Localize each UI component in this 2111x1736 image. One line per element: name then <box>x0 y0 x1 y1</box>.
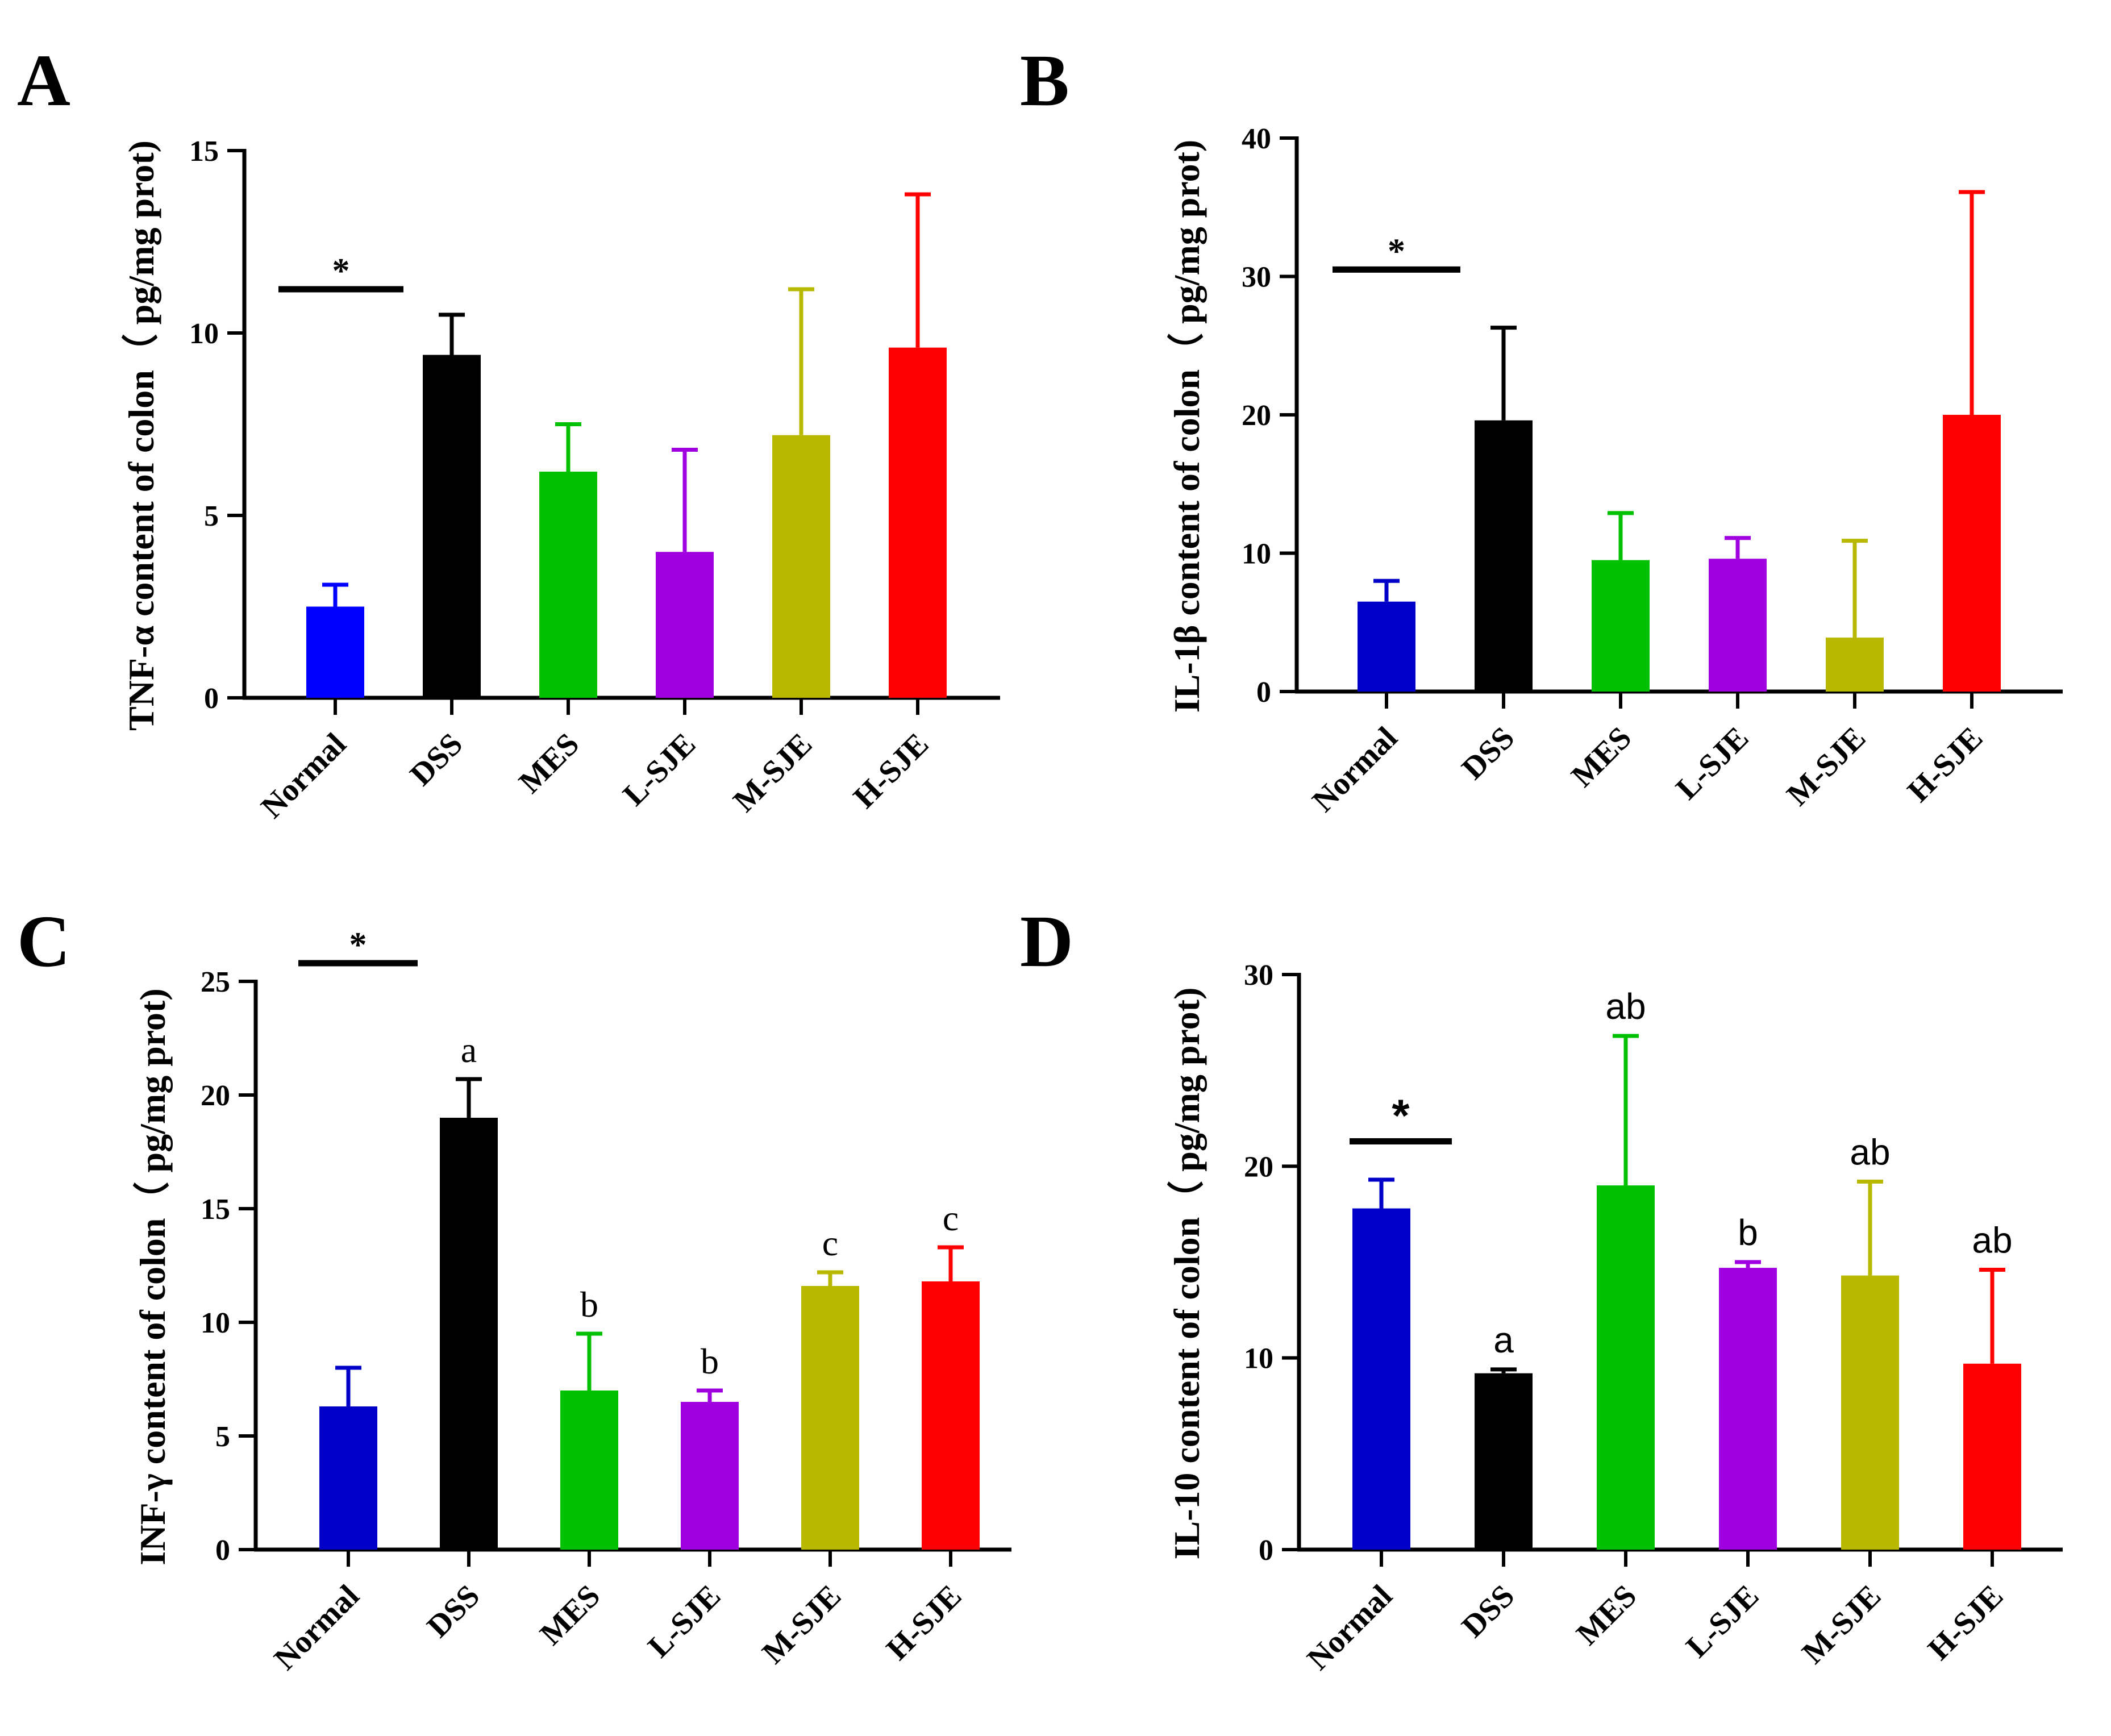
bar-mes <box>1592 560 1650 692</box>
x-category-label: Normal <box>1301 1578 1400 1677</box>
y-tick-label: 0 <box>204 682 219 715</box>
y-tick-label: 20 <box>1244 1151 1273 1183</box>
y-tick-label: 40 <box>1242 123 1271 155</box>
bar-mes <box>560 1391 618 1550</box>
chart-panel-d: D IL-10 content of colon（ pg/mg prot) 0 10 2… <box>1020 901 2063 1677</box>
x-category-label: L-SJE <box>1680 1578 1766 1664</box>
panel-letter: C <box>17 901 70 983</box>
x-category-label: H-SJE <box>880 1578 968 1667</box>
bar-normal <box>1352 1208 1410 1550</box>
bar-h-sje <box>922 1281 980 1550</box>
bar-normal <box>319 1406 377 1550</box>
bar-m-sje <box>1826 638 1884 692</box>
x-category-label: H-SJE <box>847 726 935 815</box>
bar-dss <box>1475 420 1533 692</box>
y-tick-label: 0 <box>215 1534 230 1567</box>
x-category-label: M-SJE <box>1796 1578 1888 1671</box>
bar-h-sje <box>1943 415 2001 692</box>
chart-panel-c: C INF-γ content of colon（ pg/mg prot) 0 5 10… <box>17 901 1011 1677</box>
y-tick-label: 10 <box>1244 1343 1273 1375</box>
x-category-label: L-SJE <box>1669 720 1756 806</box>
bar-normal <box>306 606 364 698</box>
x-category-label: DSS <box>1455 1578 1521 1644</box>
x-category-label: Normal <box>1306 720 1405 819</box>
bar-normal <box>1358 601 1415 692</box>
group-letter: a <box>1493 1319 1514 1360</box>
significance-star: * <box>349 926 367 964</box>
y-tick-label: 30 <box>1244 959 1273 992</box>
y-tick-label: 10 <box>189 318 219 350</box>
y-tick-label: 5 <box>215 1421 230 1453</box>
bar-h-sje <box>1963 1363 2021 1550</box>
x-category-label: DSS <box>403 726 469 792</box>
y-axis-label: INF-γ content of colon（ pg/mg prot) <box>132 988 173 1565</box>
x-category-label: MES <box>1565 720 1639 794</box>
y-tick-label: 0 <box>1256 676 1271 709</box>
chart-panel-a: A TNF-α content of colon（ pg/mg prot) 0 5 10… <box>17 40 1000 825</box>
x-category-label: DSS <box>1455 720 1521 786</box>
y-tick-label: 20 <box>201 1080 230 1112</box>
group-letter: ab <box>1850 1131 1890 1172</box>
bar-m-sje <box>772 435 830 698</box>
y-tick-label: 25 <box>201 966 230 998</box>
bar-l-sje <box>1719 1268 1777 1550</box>
x-category-label: H-SJE <box>1921 1578 2010 1667</box>
significance-star: * <box>1392 1090 1410 1140</box>
x-category-label: M-SJE <box>1780 720 1873 813</box>
group-letter: b <box>701 1341 719 1381</box>
panel-letter: B <box>1020 40 1069 122</box>
significance-star: * <box>332 252 350 290</box>
y-tick-label: 0 <box>1259 1534 1273 1567</box>
x-category-label: MES <box>534 1578 607 1652</box>
bar-mes <box>1597 1185 1655 1550</box>
panel-letter: D <box>1020 901 1073 983</box>
y-axis-label: IL-1β content of colon（ pg/mg prot) <box>1167 140 1207 713</box>
x-category-label: L-SJE <box>617 726 703 813</box>
y-axis-label: IL-10 content of colon（ pg/mg prot) <box>1167 988 1207 1560</box>
chart-panel-b: B IL-1β content of colon（ pg/mg prot) 0 10 2… <box>1020 40 2063 819</box>
x-category-label: DSS <box>420 1578 486 1644</box>
x-category-label: Normal <box>268 1578 367 1677</box>
x-category-label: L-SJE <box>642 1578 728 1664</box>
group-letter: ab <box>1605 986 1646 1027</box>
y-tick-label: 5 <box>204 500 219 532</box>
x-category-label: MES <box>1570 1578 1644 1652</box>
group-letter: c <box>822 1223 838 1263</box>
significance-star: * <box>1388 232 1405 270</box>
bar-dss <box>440 1118 498 1550</box>
x-category-label: M-SJE <box>727 726 819 819</box>
bar-m-sje <box>1841 1275 1899 1550</box>
y-tick-label: 15 <box>189 135 219 168</box>
y-axis-label: TNF-α content of colon（ pg/mg prot) <box>121 140 161 731</box>
x-category-label: M-SJE <box>756 1578 848 1671</box>
y-tick-label: 10 <box>1242 538 1271 571</box>
bar-dss <box>1475 1373 1533 1550</box>
y-tick-label: 10 <box>201 1307 230 1339</box>
group-letter: c <box>943 1198 959 1238</box>
y-tick-label: 15 <box>201 1193 230 1226</box>
x-category-label: MES <box>513 726 586 800</box>
panel-letter: A <box>17 40 70 122</box>
bar-l-sje <box>656 552 714 698</box>
bar-h-sje <box>889 347 947 698</box>
x-category-label: H-SJE <box>1901 720 1989 809</box>
group-letter: ab <box>1972 1219 2012 1260</box>
bar-mes <box>539 471 597 698</box>
y-tick-label: 20 <box>1242 399 1271 432</box>
bar-dss <box>423 355 481 698</box>
y-tick-label: 30 <box>1242 261 1271 294</box>
bar-l-sje <box>1709 559 1767 692</box>
bar-l-sje <box>681 1402 739 1550</box>
x-category-label: Normal <box>255 726 353 825</box>
group-letter: a <box>461 1030 477 1070</box>
group-letter: b <box>580 1284 598 1325</box>
group-letter: b <box>1738 1212 1758 1253</box>
bar-m-sje <box>801 1286 859 1550</box>
